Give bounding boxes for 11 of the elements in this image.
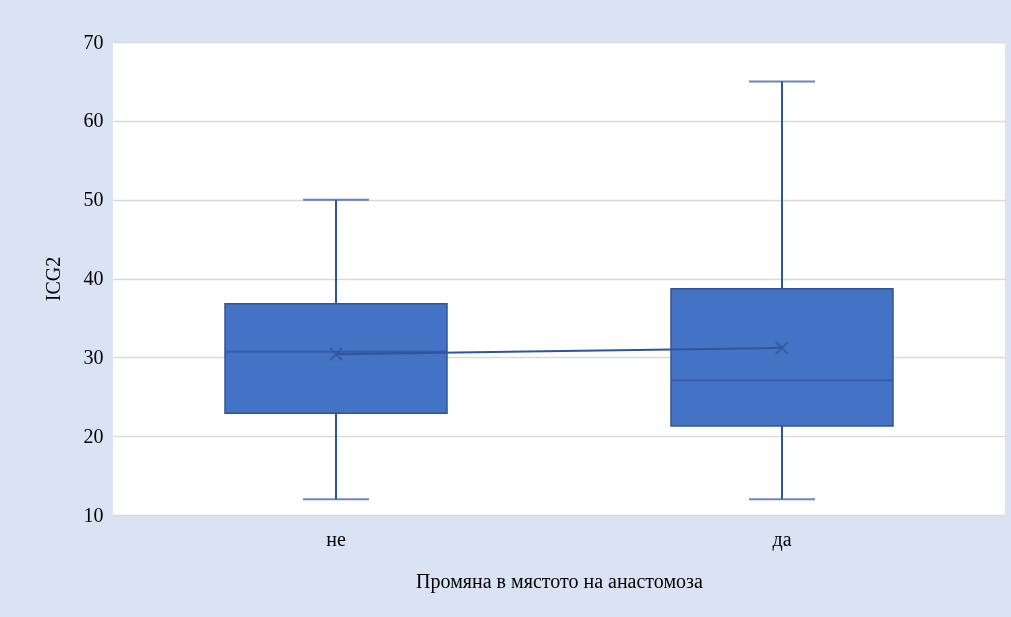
- y-tick-label: 70: [83, 30, 104, 53]
- x-axis-title: Промяна в мястото на анастомоза: [416, 569, 704, 593]
- y-tick-label: 10: [83, 503, 104, 526]
- x-tick-label: не: [326, 527, 346, 550]
- y-tick-label: 30: [83, 345, 104, 368]
- y-tick-label: 60: [83, 109, 104, 132]
- y-tick-label: 40: [83, 267, 104, 289]
- x-tick-label: да: [772, 527, 792, 551]
- y-axis-title: ICG2: [41, 256, 64, 302]
- y-tick-label: 20: [83, 424, 104, 447]
- y-tick-label: 50: [83, 188, 104, 211]
